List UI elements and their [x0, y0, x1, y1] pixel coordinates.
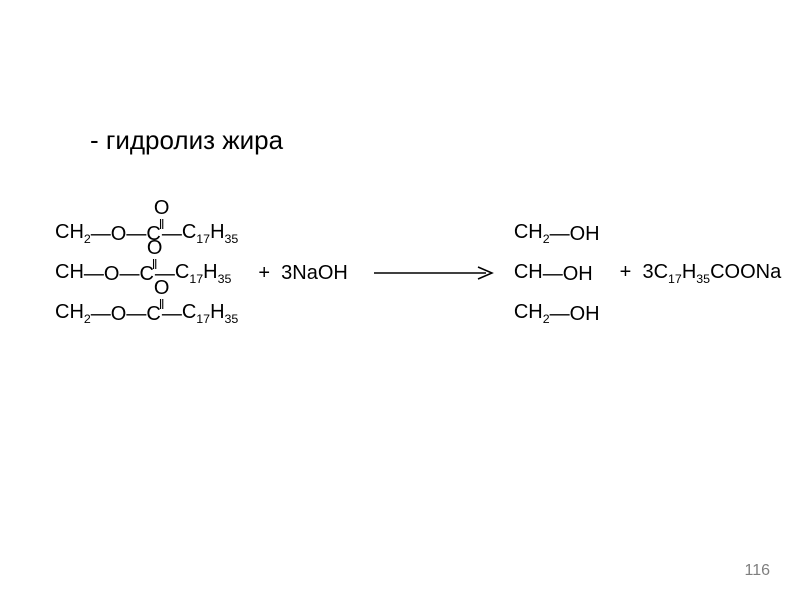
- page-number: 116: [744, 562, 770, 580]
- reaction-arrow: [368, 266, 500, 280]
- salt-h: H: [682, 261, 696, 283]
- bond: —: [91, 223, 111, 246]
- carbonyl-o: O: [154, 198, 170, 218]
- bond: —: [126, 223, 146, 246]
- bond: —: [84, 263, 104, 286]
- backbone: CH: [55, 261, 84, 286]
- reaction-row: CH2 — O — C O ‖ — C17H35: [55, 220, 787, 326]
- page-title: - гидролиз жира: [90, 125, 283, 156]
- double-bond-icon: ‖: [155, 216, 169, 228]
- double-bond-icon: ‖: [148, 256, 162, 268]
- oxygen: O: [104, 263, 120, 286]
- bond: —: [91, 303, 111, 326]
- salt-sub2: 35: [696, 272, 710, 286]
- chain: C17H35: [182, 301, 239, 326]
- product-salt-term: + 3C17H35COONa: [614, 261, 788, 286]
- chain: C17H35: [175, 261, 232, 286]
- salt-sub1: 17: [668, 272, 682, 286]
- reagent-coeff: 3: [281, 262, 292, 284]
- triglyceride-row-2: CH — O — C O ‖ — C17H35: [55, 260, 238, 286]
- hydroxyl: OH: [563, 263, 593, 286]
- carbonyl-o: O: [147, 238, 163, 258]
- glycerol-row-2: CH — OH: [514, 260, 600, 286]
- triglyceride-row-3: CH2 — O — C O ‖ — C17H35: [55, 300, 238, 326]
- chain: C17H35: [182, 221, 239, 246]
- bond: —: [550, 223, 570, 246]
- hydroxyl: OH: [570, 303, 600, 326]
- arrow-icon: [374, 266, 494, 280]
- backbone: CH2: [514, 301, 550, 326]
- backbone: CH: [514, 261, 543, 286]
- product-glycerol: CH2 — OH CH — OH CH2 — OH: [514, 220, 600, 326]
- reagent-term: + 3NaOH: [252, 262, 354, 285]
- reactant-triglyceride: CH2 — O — C O ‖ — C17H35: [55, 220, 238, 326]
- carbonyl-o: O: [154, 278, 170, 298]
- reagent-formula: NaOH: [292, 262, 348, 284]
- glycerol-row-3: CH2 — OH: [514, 300, 600, 326]
- bond: —: [543, 263, 563, 286]
- backbone: CH2: [55, 301, 91, 326]
- oxygen: O: [111, 303, 127, 326]
- oxygen: O: [111, 223, 127, 246]
- salt-c: C: [654, 261, 668, 283]
- backbone: CH2: [514, 221, 550, 246]
- glycerol-row-1: CH2 — OH: [514, 220, 600, 246]
- salt-coeff: 3: [642, 261, 653, 283]
- bond: —: [550, 303, 570, 326]
- bond: —: [119, 263, 139, 286]
- double-bond-icon: ‖: [155, 296, 169, 308]
- plus-sign: +: [258, 262, 270, 284]
- salt-suffix: COONa: [710, 261, 781, 283]
- backbone: CH2: [55, 221, 91, 246]
- plus-sign: +: [620, 261, 632, 283]
- hydroxyl: OH: [570, 223, 600, 246]
- bond: —: [126, 303, 146, 326]
